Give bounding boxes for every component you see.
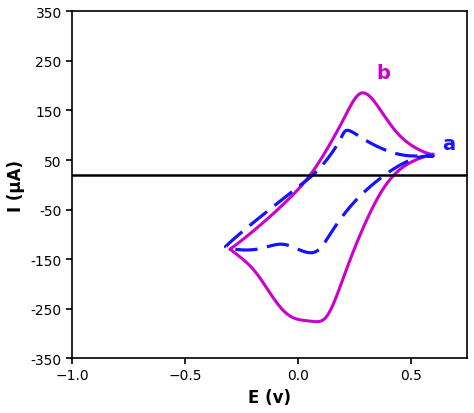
X-axis label: E (v): E (v) — [248, 388, 291, 406]
Text: a: a — [442, 135, 456, 154]
Text: b: b — [377, 64, 391, 83]
Y-axis label: I (μA): I (μA) — [7, 159, 25, 211]
